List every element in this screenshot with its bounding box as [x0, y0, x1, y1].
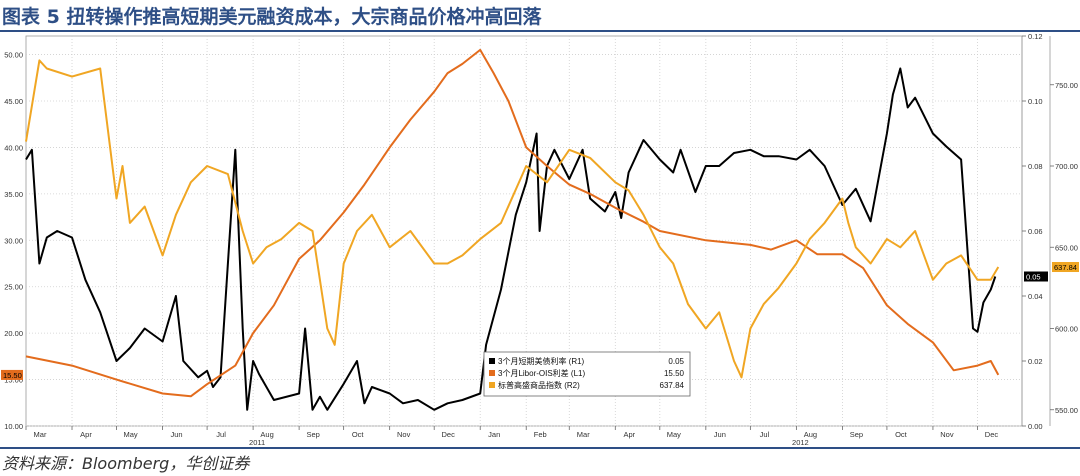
x-tick-label: Jun — [714, 430, 726, 439]
right-inner-tick-label: 0.04 — [1028, 292, 1043, 301]
x-year-label: 2011 — [249, 438, 265, 446]
series-line — [25, 67, 997, 411]
right-outer-tick-label: 550.00 — [1055, 406, 1078, 415]
left-tick-label: 30.00 — [4, 236, 23, 245]
legend-box — [483, 351, 691, 397]
left-tick-label: 25.00 — [4, 283, 23, 292]
right-outer-tick-label: 700.00 — [1055, 162, 1078, 171]
legend-series-name: 3个月短期美债利率 (R1) — [498, 356, 585, 366]
legend-last-value: 637.84 — [660, 381, 685, 390]
right-inner-tick-label: 0.10 — [1028, 97, 1043, 106]
footer-divider — [0, 447, 1080, 449]
x-axis: Mar Apr May Jun Jul Aug Sep Oct Nov Dec Jan Feb Mar A… — [25, 426, 999, 446]
legend-swatch — [489, 370, 495, 376]
left-y-axis: 10.00 15.00 20.00 25.00 30.00 35.00 40.00 45.00… — [4, 51, 23, 431]
x-tick-label: Jun — [171, 430, 183, 439]
last-value-tag — [1024, 271, 1048, 282]
x-tick-label: Aug — [804, 430, 817, 439]
left-tick-label: 20.00 — [4, 329, 23, 338]
left-tick-label: 15.00 — [4, 376, 23, 385]
series-lines — [25, 48, 1000, 411]
x-tick-label: Oct — [895, 430, 908, 439]
last-value-tags: 0.05 15.50 637.84 — [1, 262, 1079, 380]
x-tick-label: May — [667, 430, 681, 439]
x-tick-label: Aug — [260, 430, 273, 439]
legend: 3个月短期美债利率 (R1) 0.05 3个月Libor-OIS利差 (L1) 15.… — [483, 351, 691, 397]
source-note: 资料来源：Bloomberg，华创证券 — [2, 454, 250, 473]
left-tick-label: 45.00 — [4, 97, 23, 106]
title-divider — [0, 30, 1080, 32]
legend-series-name: 3个月Libor-OIS利差 (L1) — [498, 368, 585, 378]
right-inner-tick-label: 0.08 — [1028, 162, 1043, 171]
x-tick-label: Dec — [442, 430, 456, 439]
x-tick-label: Mar — [34, 430, 47, 439]
legend-series-name: 标普高盛商品指数 (R2) — [498, 380, 580, 390]
right-inner-y-axis: 0.00 0.02 0.04 0.06 0.08 0.10 0.12 — [1021, 32, 1043, 431]
x-tick-label: Nov — [397, 430, 411, 439]
line-chart: Mar Apr May Jun Jul Aug Sep Oct Nov Dec Jan Feb Mar A… — [1, 32, 1079, 446]
right-inner-tick-label: 0.12 — [1028, 32, 1043, 41]
x-tick-label: Jul — [216, 430, 226, 439]
right-outer-tick-label: 600.00 — [1055, 325, 1078, 334]
x-tick-label: Sep — [306, 430, 319, 439]
x-tick-label: Jul — [760, 430, 770, 439]
x-tick-label: Apr — [80, 430, 92, 439]
last-value-label: 15.50 — [3, 371, 22, 380]
x-year-label: 2012 — [792, 438, 809, 446]
right-outer-tick-label: 750.00 — [1055, 81, 1078, 90]
left-tick-label: 10.00 — [4, 422, 23, 431]
x-tick-label: Feb — [534, 430, 547, 439]
x-tick-label: Jan — [488, 430, 500, 439]
series-line — [25, 48, 1000, 398]
right-inner-tick-label: 0.02 — [1028, 357, 1043, 366]
legend-last-value: 0.05 — [668, 357, 684, 366]
x-tick-label: Dec — [985, 430, 999, 439]
x-tick-label: Apr — [623, 430, 635, 439]
left-tick-label: 50.00 — [4, 51, 23, 60]
left-tick-label: 40.00 — [4, 143, 23, 152]
legend-swatch — [489, 358, 495, 364]
legend-swatch — [489, 382, 495, 388]
x-tick-label: May — [123, 430, 137, 439]
x-tick-label: Mar — [577, 430, 590, 439]
right-inner-tick-label: 0.06 — [1028, 227, 1043, 236]
x-tick-label: Sep — [850, 430, 863, 439]
legend-last-value: 15.50 — [664, 369, 685, 378]
right-outer-tick-label: 650.00 — [1055, 243, 1078, 252]
x-tick-label: Nov — [940, 430, 954, 439]
last-value-label: 637.84 — [1054, 263, 1077, 272]
series-line — [25, 59, 1000, 379]
left-tick-label: 35.00 — [4, 190, 23, 199]
last-value-tag — [1052, 262, 1079, 273]
x-tick-label: Oct — [352, 430, 365, 439]
last-value-label: 0.05 — [1026, 273, 1041, 282]
right-outer-y-axis: 550.00 600.00 650.00 700.00 750.00 — [1049, 36, 1078, 426]
right-inner-tick-label: 0.00 — [1028, 422, 1043, 431]
page-title: 图表 5 扭转操作推高短期美元融资成本，大宗商品价格冲高回落 — [2, 6, 542, 28]
last-value-tag — [1, 369, 23, 380]
